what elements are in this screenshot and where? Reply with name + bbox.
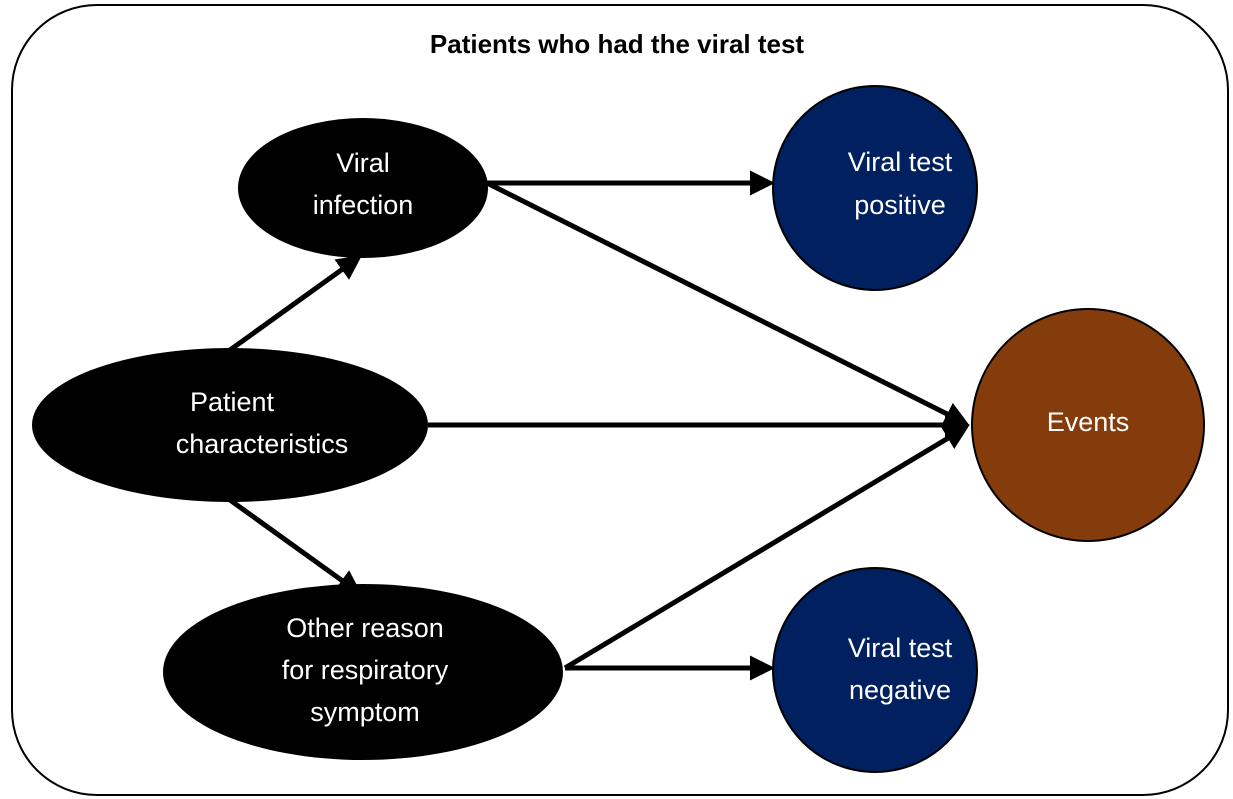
node-label: characteristics bbox=[176, 429, 349, 459]
edge bbox=[228, 255, 363, 353]
node-label: infection bbox=[313, 190, 414, 220]
node-test-positive bbox=[772, 85, 978, 291]
node-label: Patient bbox=[190, 387, 275, 417]
title: Patients who had the viral test bbox=[430, 29, 805, 59]
node-viral-infection bbox=[238, 118, 488, 258]
node-label: negative bbox=[849, 675, 951, 705]
node-patient-characteristics bbox=[32, 348, 428, 502]
node-label: Events bbox=[1047, 407, 1130, 437]
node-label: for respiratory bbox=[282, 655, 449, 685]
node-other-reason bbox=[163, 584, 563, 760]
node-label: symptom bbox=[310, 697, 420, 727]
edge bbox=[563, 425, 970, 671]
node-label: positive bbox=[854, 190, 946, 220]
edges bbox=[228, 170, 970, 681]
node-events bbox=[971, 308, 1205, 542]
node-label: Viral test bbox=[848, 633, 953, 663]
node-label: Viral test bbox=[848, 147, 953, 177]
node-test-negative bbox=[772, 567, 978, 773]
node-label: Other reason bbox=[286, 613, 444, 643]
edge bbox=[228, 497, 363, 595]
edge bbox=[485, 180, 970, 426]
node-label: Viral bbox=[336, 148, 390, 178]
